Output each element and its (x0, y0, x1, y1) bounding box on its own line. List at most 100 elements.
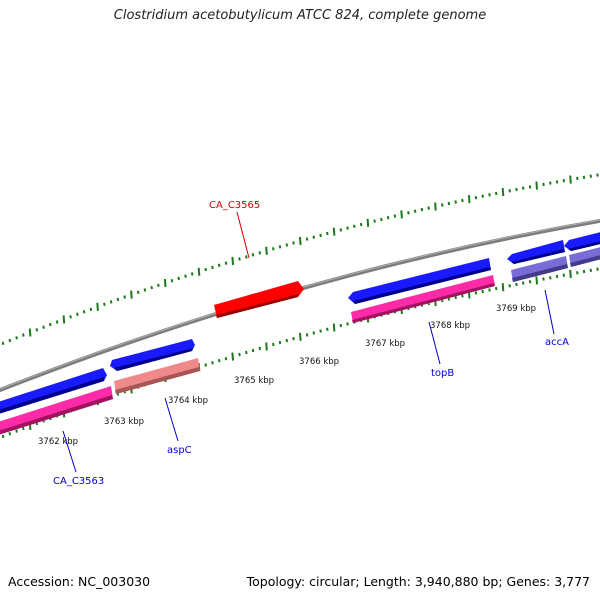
gene-label[interactable]: aspC (167, 445, 192, 456)
minor-tick (319, 233, 322, 238)
minor-tick (488, 288, 491, 292)
minor-tick (461, 294, 464, 298)
cds-feature[interactable] (348, 258, 491, 304)
major-tick (96, 302, 99, 311)
minor-tick (508, 189, 511, 193)
minor-tick (245, 350, 248, 355)
major-tick (400, 210, 403, 219)
cds-feature-shade (568, 241, 600, 251)
cds-forward-row (0, 231, 600, 414)
minor-tick (204, 267, 207, 272)
scale-label: 3767 kbp (365, 339, 405, 349)
major-tick (366, 218, 370, 227)
minor-tick (346, 322, 349, 326)
scale-label: 3768 kbp (430, 321, 470, 331)
minor-tick (528, 280, 532, 284)
minor-tick (488, 193, 491, 197)
gene-label[interactable]: CA_C3563 (53, 476, 104, 487)
minor-tick (258, 346, 262, 351)
minor-tick (447, 201, 451, 206)
minor-tick (549, 276, 552, 280)
minor-tick (589, 268, 593, 272)
cds-feature-shade (114, 348, 193, 371)
cds-feature[interactable] (110, 339, 195, 371)
minor-tick (305, 237, 309, 241)
minor-tick (109, 300, 113, 304)
cds-feature-highlighted[interactable] (214, 281, 304, 318)
major-tick (197, 267, 201, 276)
map-title: Clostridium acetobutylicum ATCC 824, com… (113, 8, 487, 23)
major-tick (231, 352, 234, 361)
minor-tick (15, 429, 18, 433)
minor-tick (103, 302, 106, 306)
minor-tick (204, 363, 207, 367)
minor-tick (589, 174, 593, 178)
minor-tick (413, 209, 417, 213)
cds-highlight (214, 281, 304, 318)
major-tick (569, 175, 572, 184)
minor-tick (312, 331, 316, 335)
minor-tick (211, 265, 214, 270)
minor-tick (251, 253, 255, 257)
cds-feature-shade (353, 267, 491, 304)
minor-tick (184, 274, 187, 278)
scale-label: 3762 kbp (38, 437, 78, 447)
minor-tick (596, 267, 599, 271)
minor-tick (440, 203, 444, 207)
gene-label[interactable]: topB (431, 368, 454, 379)
minor-tick (42, 325, 45, 329)
minor-tick (407, 211, 410, 215)
cds-feature[interactable] (564, 231, 600, 251)
minor-tick (170, 279, 174, 283)
minor-tick (555, 274, 559, 279)
minor-tick (116, 297, 120, 302)
minor-tick (1, 434, 5, 439)
minor-tick (89, 307, 93, 311)
minor-tick (238, 352, 241, 357)
minor-tick (521, 186, 525, 190)
major-tick (332, 323, 336, 332)
minor-tick (272, 342, 275, 347)
minor-tick (278, 245, 282, 249)
minor-tick (359, 222, 363, 227)
gene-label[interactable]: accA (545, 337, 569, 348)
minor-tick (393, 214, 397, 218)
gene-labels: CA_C3563 aspC topB accA CA_C3565 (53, 200, 569, 487)
major-tick (535, 276, 538, 285)
minor-tick (420, 207, 424, 212)
minor-tick (576, 176, 579, 181)
minor-tick (576, 271, 579, 275)
gene-label-highlighted[interactable]: CA_C3565 (209, 200, 260, 211)
major-tick (163, 278, 167, 288)
minor-tick (515, 187, 518, 192)
leader-line (62, 430, 77, 473)
minor-tick (346, 226, 349, 230)
scale-labels: 3762 kbp 3763 kbp 3764 kbp 3765 kbp 3766… (38, 304, 536, 447)
genome-summary-text: Topology: circular; Length: 3,940,880 bp… (246, 574, 590, 589)
scale-label: 3763 kbp (104, 417, 144, 427)
minor-tick (339, 228, 343, 232)
minor-tick (177, 276, 180, 281)
leader-line (236, 211, 250, 259)
minor-tick (217, 359, 221, 363)
minor-tick (319, 329, 322, 333)
minor-tick (35, 328, 39, 332)
minor-tick (272, 247, 275, 251)
cds-feature[interactable] (507, 240, 565, 264)
minor-tick (582, 175, 586, 179)
gene-row (0, 247, 600, 435)
minor-tick (22, 426, 25, 431)
minor-tick (353, 224, 356, 228)
scale-label: 3764 kbp (168, 396, 208, 406)
gene-feature-shade (570, 255, 600, 267)
minor-tick (515, 282, 518, 287)
minor-tick (251, 348, 255, 353)
minor-tick (15, 336, 18, 340)
minor-tick (596, 173, 599, 177)
cds-feature-highlighted-shade (216, 294, 299, 318)
minor-tick (22, 333, 25, 337)
gene-feature-shade (352, 283, 495, 323)
major-tick (28, 328, 32, 337)
minor-tick (190, 272, 194, 276)
